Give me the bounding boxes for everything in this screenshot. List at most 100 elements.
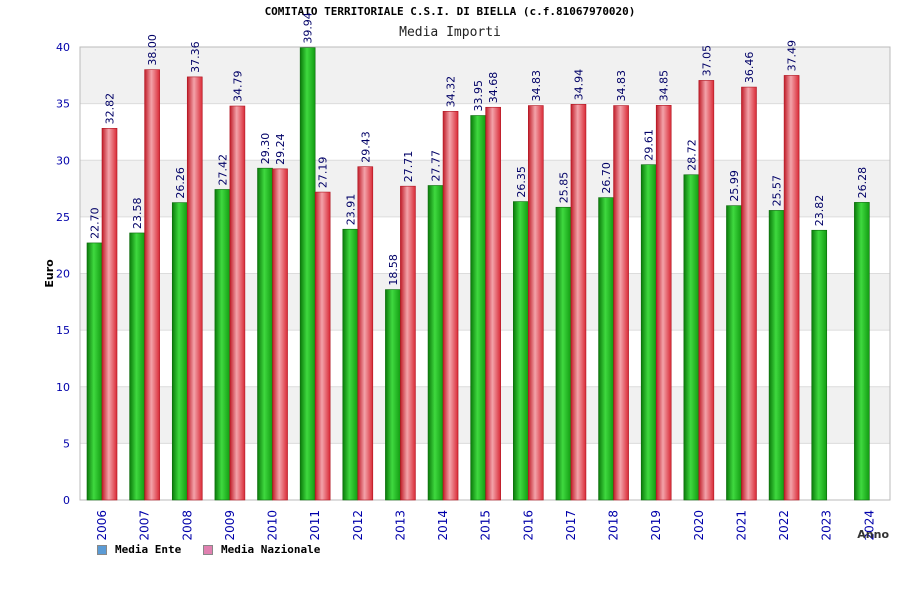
data-label-media-ente: 33.95	[472, 80, 485, 112]
bar-media-ente	[683, 174, 700, 501]
bar-media-ente	[854, 202, 870, 501]
data-label-media-nazionale: 37.05	[700, 45, 713, 77]
bar-media-nazionale	[741, 86, 757, 501]
chart-subtitle: Media Importi	[399, 25, 501, 40]
bar-media-nazionale	[357, 166, 374, 501]
data-label-media-ente: 27.42	[216, 154, 229, 185]
data-label-media-ente: 22.70	[89, 207, 102, 239]
y-tick-label: 15	[56, 324, 70, 337]
bar-media-nazionale	[655, 105, 672, 501]
data-label-media-ente: 27.77	[430, 150, 443, 182]
bar-media-ente	[385, 289, 401, 501]
data-label-media-ente: 23.58	[131, 197, 144, 229]
x-tick-label: 2016	[521, 510, 535, 541]
x-tick-label: 2015	[479, 510, 493, 541]
x-tick-label: 2020	[692, 510, 706, 541]
data-label-media-ente: 25.99	[728, 170, 741, 202]
bar-media-nazionale	[144, 69, 160, 501]
x-tick-label: 2019	[649, 510, 663, 541]
y-axis-label: Euro	[43, 259, 56, 288]
x-tick-label: 2021	[734, 510, 748, 541]
data-label-media-ente: 26.35	[515, 166, 528, 198]
y-tick-label: 40	[56, 41, 70, 54]
bar-media-nazionale	[613, 105, 629, 501]
x-tick-label: 2022	[777, 510, 791, 541]
bar-media-ente	[640, 164, 657, 501]
data-label-media-nazionale: 34.79	[231, 71, 244, 102]
x-tick-label: 2007	[138, 510, 152, 541]
data-label-media-nazionale: 36.46	[743, 52, 756, 84]
legend-swatch-media-nazionale	[203, 544, 213, 555]
legend-label-media-nazionale: Media Nazionale	[221, 543, 321, 556]
data-label-media-ente: 29.61	[643, 129, 656, 161]
legend-label-media-ente: Media Ente	[115, 543, 182, 556]
data-label-media-nazionale: 38.00	[146, 34, 159, 66]
bar-media-nazionale	[314, 191, 331, 501]
bar-media-ente	[427, 185, 444, 501]
bar-media-ente	[768, 210, 785, 501]
x-tick-label: 2014	[436, 510, 450, 541]
data-label-media-nazionale: 34.32	[445, 76, 458, 108]
data-label-media-nazionale: 27.19	[317, 157, 330, 189]
data-label-media-ente: 25.57	[771, 175, 784, 207]
bar-media-nazionale	[442, 111, 459, 501]
x-tick-label: 2011	[308, 510, 322, 541]
y-tick-label: 10	[56, 381, 70, 394]
data-label-media-ente: 26.70	[600, 162, 613, 194]
data-label-media-ente: 25.85	[557, 172, 570, 204]
bar-media-nazionale	[186, 76, 203, 501]
data-label-media-nazionale: 34.68	[487, 72, 500, 104]
bar-media-ente	[257, 167, 273, 501]
data-label-media-ente: 39.94	[302, 12, 315, 44]
data-label-media-nazionale: 34.83	[530, 70, 543, 102]
bar-media-ente	[214, 189, 231, 501]
data-label-media-nazionale: 32.82	[104, 93, 117, 125]
bar-media-nazionale	[485, 106, 501, 501]
legend-item-media-ente: Media Ente	[97, 543, 181, 556]
y-tick-label: 25	[56, 211, 70, 224]
legend-item-media-nazionale: Media Nazionale	[203, 543, 320, 556]
x-tick-label: 2024	[862, 510, 876, 541]
bar-media-ente	[129, 232, 145, 501]
bar-media-ente	[726, 205, 742, 501]
bar-media-ente	[171, 202, 188, 501]
bar-media-ente	[299, 47, 316, 501]
data-label-media-ente: 28.72	[685, 139, 698, 171]
bar-media-nazionale	[783, 75, 800, 501]
data-label-media-ente: 23.82	[813, 195, 826, 227]
data-label-media-nazionale: 37.36	[189, 41, 202, 73]
x-tick-label: 2017	[564, 510, 578, 541]
chart-title: COMITATO TERRITORIALE C.S.I. DI BIELLA (…	[264, 5, 636, 18]
data-label-media-ente: 26.28	[856, 167, 869, 199]
legend-swatch-media-ente	[97, 544, 107, 555]
x-axis-label: Anno	[857, 528, 889, 541]
bar-media-ente	[811, 229, 828, 501]
data-label-media-nazionale: 27.71	[402, 151, 415, 183]
data-label-media-ente: 29.30	[259, 133, 272, 165]
x-tick-label: 2010	[266, 510, 280, 541]
bar-media-ente	[555, 206, 572, 501]
bar-media-ente	[86, 242, 103, 501]
bar-media-ente	[342, 228, 359, 501]
y-tick-label: 20	[56, 268, 70, 281]
data-label-media-ente: 26.26	[174, 167, 187, 199]
bar-media-nazionale	[272, 168, 288, 501]
x-tick-label: 2018	[607, 510, 621, 541]
x-tick-label: 2008	[180, 510, 194, 541]
data-label-media-nazionale: 37.49	[786, 40, 799, 72]
x-tick-label: 2009	[223, 510, 237, 541]
bar-media-ente	[513, 201, 529, 501]
bar-media-nazionale	[400, 185, 416, 501]
x-tick-label: 2006	[95, 510, 109, 541]
bar-media-nazionale	[101, 128, 118, 501]
data-label-media-nazionale: 29.43	[359, 131, 372, 163]
bar-media-nazionale	[570, 104, 587, 501]
data-label-media-nazionale: 29.24	[274, 133, 287, 165]
y-tick-label: 35	[56, 98, 70, 111]
bar-media-nazionale	[229, 105, 246, 501]
bar-media-ente	[470, 115, 486, 501]
data-label-media-ente: 18.58	[387, 254, 400, 286]
bar-media-nazionale	[528, 105, 544, 501]
bar-media-ente	[598, 197, 614, 501]
